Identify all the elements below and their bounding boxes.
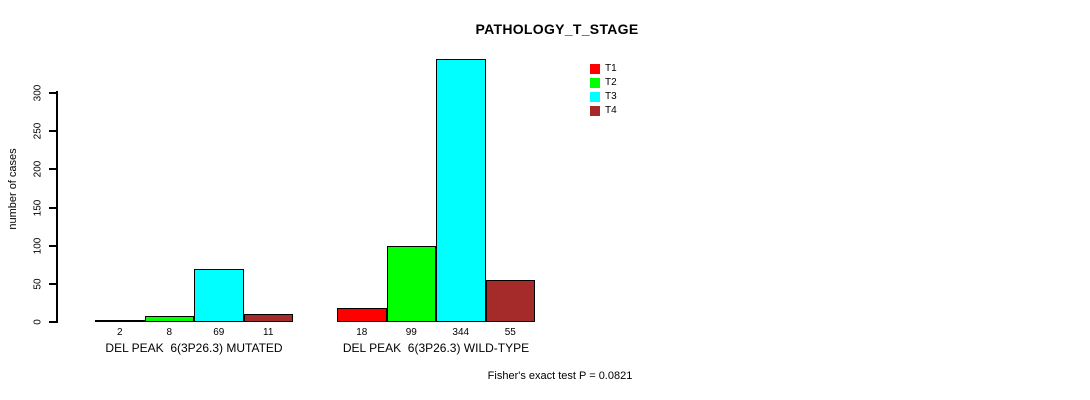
legend-swatch-T4 (590, 106, 600, 116)
legend-swatch-T2 (590, 78, 600, 88)
legend-swatch-T3 (590, 92, 600, 102)
y-axis-tick-label: 250 (32, 122, 44, 140)
legend: T1 T2 T3 T4 (590, 62, 617, 118)
y-axis-tick (49, 244, 57, 247)
y-axis-tick (49, 282, 57, 285)
legend-label: T2 (605, 77, 617, 88)
bar-value-label: 69 (213, 327, 225, 338)
legend-swatch-T1 (590, 64, 600, 74)
legend-label: T3 (605, 91, 617, 102)
y-axis-tick-label: 200 (32, 160, 44, 178)
legend-label: T1 (605, 63, 617, 74)
y-axis-line (56, 91, 58, 323)
y-axis-tick-label: 50 (32, 278, 44, 290)
y-axis-tick (49, 130, 57, 133)
bar-T3-group2 (436, 59, 486, 322)
y-axis-tick (49, 321, 57, 323)
chart-title: PATHOLOGY_T_STAGE (475, 21, 639, 37)
legend-label: T4 (605, 105, 617, 116)
y-axis-tick (49, 206, 57, 209)
category-label: DEL PEAK 6(3P26.3) MUTATED (105, 341, 283, 355)
bar-value-label: 8 (166, 327, 173, 338)
bar-value-label: 11 (263, 327, 274, 338)
y-axis-tick-label: 100 (32, 237, 44, 254)
bar-T3-group1 (194, 269, 244, 322)
y-axis-tick (49, 92, 57, 94)
bar-value-label: 344 (452, 327, 470, 338)
y-axis-label: number of cases (7, 148, 19, 230)
y-axis-tick-label: 150 (32, 199, 44, 216)
category-label: DEL PEAK 6(3P26.3) WILD-TYPE (342, 341, 530, 355)
bar-value-label: 18 (356, 327, 368, 338)
legend-item-T1: T1 (590, 62, 617, 76)
legend-item-T3: T3 (590, 90, 617, 104)
bar-T2-group2 (387, 246, 436, 322)
bar-T4-group1 (244, 314, 293, 322)
bar-T2-group1 (145, 316, 194, 322)
y-axis-tick-label: 0 (32, 319, 44, 325)
bar-T1-group1 (95, 320, 145, 322)
y-axis-tick-label: 300 (32, 84, 44, 102)
bar-T1-group2 (337, 308, 387, 322)
bar-T4-group2 (486, 280, 535, 322)
legend-item-T2: T2 (590, 76, 617, 90)
fisher-test-annotation: Fisher's exact test P = 0.0821 (487, 370, 633, 382)
y-axis-tick (49, 168, 57, 171)
bar-value-label: 2 (116, 327, 123, 338)
bar-value-label: 99 (405, 327, 417, 338)
bar-value-label: 55 (504, 327, 516, 338)
legend-item-T4: T4 (590, 104, 617, 118)
